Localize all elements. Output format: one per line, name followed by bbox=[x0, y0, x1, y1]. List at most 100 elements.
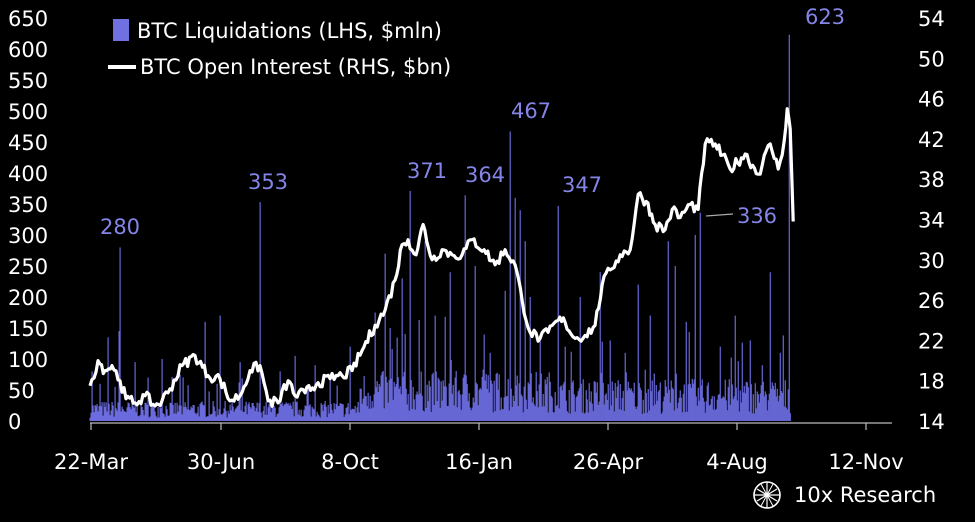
liquidation-bar bbox=[638, 383, 640, 421]
liquidation-bar bbox=[430, 412, 432, 421]
liquidation-bar bbox=[604, 394, 606, 421]
liquidation-bar bbox=[684, 411, 686, 421]
liquidation-bar bbox=[89, 417, 91, 421]
liquidation-bar bbox=[678, 397, 680, 421]
liquidation-bar bbox=[242, 411, 244, 421]
liquidation-bar bbox=[102, 415, 104, 421]
liquidation-bar bbox=[127, 402, 129, 421]
liquidation-bar bbox=[251, 403, 253, 421]
liquidation-bar bbox=[552, 412, 554, 421]
liquidation-bar bbox=[518, 383, 520, 421]
liquidation-bar bbox=[351, 408, 353, 421]
liquidation-bar bbox=[158, 417, 160, 421]
liquidation-bar bbox=[256, 402, 258, 421]
liquidation-bar bbox=[97, 411, 99, 421]
liquidation-bar bbox=[531, 402, 533, 421]
liquidation-bar bbox=[453, 405, 455, 421]
liquidation-bar bbox=[686, 411, 688, 421]
liquidation-bar bbox=[536, 391, 538, 421]
liquidation-bar bbox=[527, 382, 529, 421]
liquidation-bar bbox=[410, 379, 412, 421]
liquidation-bar bbox=[221, 414, 223, 421]
liquidation-bar bbox=[603, 404, 605, 421]
liquidation-bar bbox=[218, 409, 220, 421]
liquidation-bar bbox=[275, 416, 277, 421]
liquidation-bar bbox=[479, 387, 481, 421]
liquidation-bar bbox=[594, 381, 596, 421]
liquidation-bar bbox=[674, 266, 676, 421]
liquidation-bar bbox=[452, 384, 454, 421]
liquidation-bar bbox=[258, 402, 260, 421]
x-tick-label: 26-Apr bbox=[573, 450, 644, 474]
liquidation-bar bbox=[707, 382, 709, 421]
liquidation-bar bbox=[572, 380, 574, 421]
liquidation-bar bbox=[257, 411, 259, 421]
liquidation-bar bbox=[325, 406, 327, 421]
liquidation-bar bbox=[355, 412, 357, 421]
liquidation-bar bbox=[664, 380, 666, 421]
liquidation-bar bbox=[326, 417, 328, 421]
liquidation-bar bbox=[312, 408, 314, 421]
liquidation-bar bbox=[476, 384, 478, 421]
liquidation-bar bbox=[588, 383, 590, 421]
liquidation-bar bbox=[502, 409, 504, 421]
liquidation-bar bbox=[726, 410, 728, 421]
liquidation-bar bbox=[143, 415, 145, 421]
liquidation-bar bbox=[673, 410, 675, 421]
liquidation-bar bbox=[555, 406, 557, 421]
liquidation-bar bbox=[173, 413, 175, 421]
liquidation-bar bbox=[154, 411, 156, 421]
liquidation-bar bbox=[96, 403, 98, 421]
liquidation-bar bbox=[108, 403, 110, 421]
liquidation-bar bbox=[129, 407, 131, 421]
liquidation-bar bbox=[771, 382, 773, 421]
left-tick-label: 50 bbox=[8, 379, 35, 403]
liquidation-bar bbox=[115, 408, 117, 421]
x-tick-label: 12-Nov bbox=[828, 450, 903, 474]
liquidation-bar bbox=[535, 372, 537, 421]
liquidation-bar bbox=[611, 381, 613, 421]
liquidation-bar bbox=[415, 394, 417, 421]
liquidation-bar bbox=[729, 404, 731, 421]
liquidation-bar bbox=[343, 416, 345, 421]
liquidation-bar bbox=[556, 404, 558, 421]
liquidation-bar bbox=[238, 382, 240, 421]
liquidation-bar bbox=[730, 357, 732, 421]
liquidation-bar bbox=[315, 416, 317, 421]
liquidation-bar bbox=[491, 383, 493, 421]
open-interest-line bbox=[88, 107, 795, 408]
liquidation-bar bbox=[286, 403, 288, 421]
liquidation-bar bbox=[132, 405, 134, 421]
liquidation-bar bbox=[433, 405, 435, 421]
liquidation-bar bbox=[455, 370, 457, 421]
liquidation-bar bbox=[356, 407, 358, 421]
liquidation-bar bbox=[137, 415, 139, 421]
liquidation-bar bbox=[755, 408, 757, 421]
liquidation-bar bbox=[345, 407, 347, 421]
liquidation-bar bbox=[90, 412, 92, 421]
liquidation-bar bbox=[130, 409, 132, 421]
liquidation-bar bbox=[267, 407, 269, 421]
liquidation-bar bbox=[690, 387, 692, 421]
liquidation-bar bbox=[350, 409, 352, 421]
liquidation-bar bbox=[349, 346, 351, 421]
liquidation-bar bbox=[612, 390, 614, 421]
liquidation-bar bbox=[739, 390, 741, 421]
liquidation-bar bbox=[435, 371, 437, 421]
liquidation-bar bbox=[668, 389, 670, 421]
liquidation-bar bbox=[465, 375, 467, 421]
liquidation-bar bbox=[470, 410, 472, 421]
liquidation-bar bbox=[338, 405, 340, 421]
liquidation-bar bbox=[566, 411, 568, 421]
liquidation-bar bbox=[533, 404, 535, 421]
liquidation-bar bbox=[787, 389, 789, 421]
liquidation-bar bbox=[340, 403, 342, 421]
liquidation-bar bbox=[203, 405, 205, 421]
liquidation-bar bbox=[250, 408, 252, 421]
liquidation-bar bbox=[511, 406, 513, 421]
liquidation-bar bbox=[332, 413, 334, 421]
peak-annotation: 280 bbox=[100, 215, 140, 239]
liquidation-bar bbox=[490, 380, 492, 421]
liquidation-bar bbox=[298, 409, 300, 421]
annotation-connector bbox=[705, 213, 734, 217]
